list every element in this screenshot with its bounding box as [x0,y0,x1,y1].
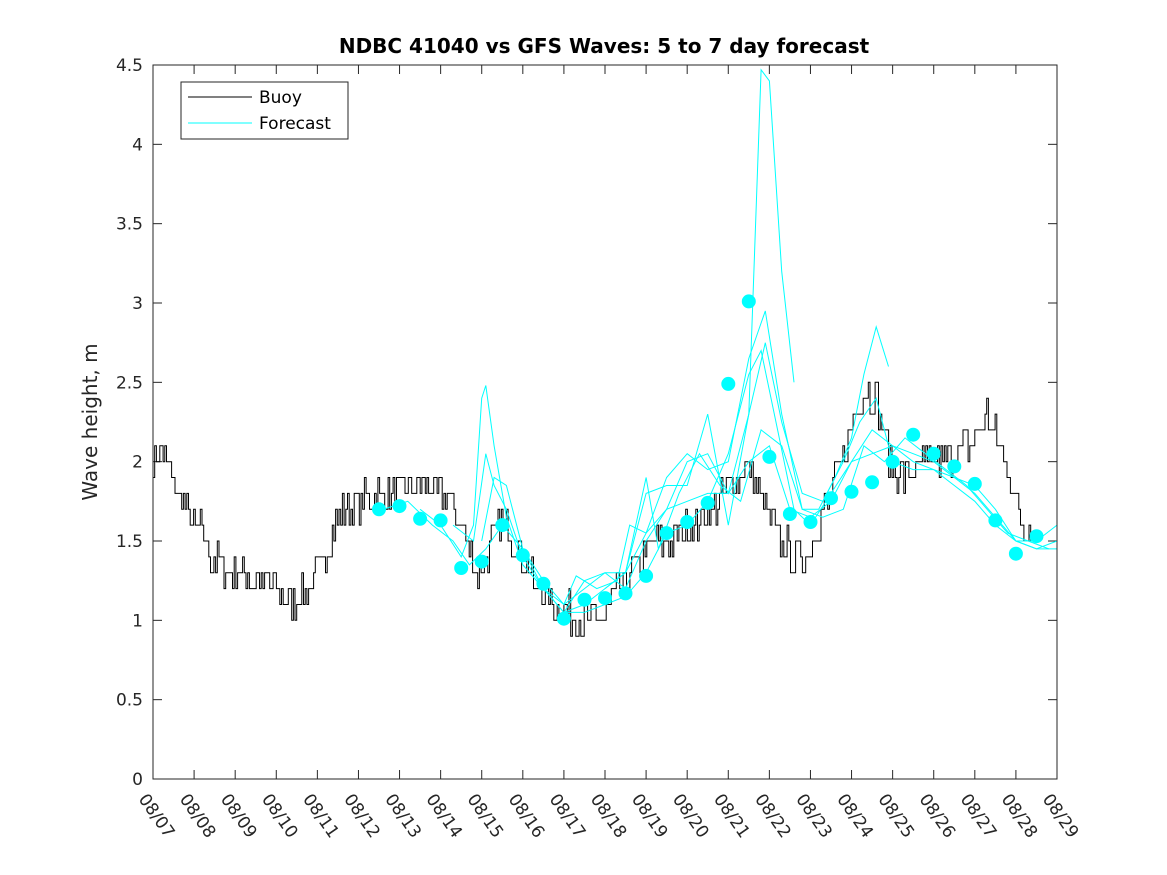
forecast-marker [1029,529,1044,544]
forecast-marker [782,507,797,521]
forecast-marker [680,515,695,529]
forecast-marker [947,459,962,474]
forecast-marker [865,475,880,490]
forecast-marker [741,294,756,309]
forecast-marker [803,515,818,529]
y-tick-label: 0.5 [116,691,143,711]
y-tick-label: 4.5 [116,56,143,76]
forecast-marker [413,511,428,526]
forecast-marker [988,513,1003,528]
plot-frame [152,64,1058,780]
y-tick-label: 0 [132,770,143,790]
forecast-marker [454,561,469,575]
y-tick-label: 3.5 [116,215,143,235]
forecast-marker [926,446,941,461]
forecast-marker [967,476,982,491]
forecast-marker [1008,546,1023,561]
forecast-marker [515,548,530,563]
y-tick-labels: 0 0.5 1 1.5 2 2.5 3 3.5 4 4.5 [116,56,143,790]
forecast-line [452,342,1058,614]
forecast-marker [556,611,571,626]
y-tick-label: 1.5 [116,532,143,552]
forecast-marker [392,499,407,514]
forecast-marker [474,554,489,569]
forecast-marker [762,449,777,464]
chart-title: NDBC 41040 vs GFS Waves: 5 to 7 day fore… [339,34,870,58]
forecast-marker [598,591,612,606]
legend-forecast-label: Forecast [259,114,331,134]
forecast-marker [536,576,551,591]
forecast-marker [885,454,900,469]
y-axis-label: Wave height, m [78,343,102,500]
forecast-markers-group [372,294,1044,626]
forecast-marker [824,491,838,506]
forecast-marker [721,376,736,391]
forecast-line [604,429,1049,589]
forecast-line [382,349,1057,613]
forecast-marker [618,586,633,601]
y-tick-label: 3 [132,294,143,314]
y-tick-label: 4 [132,135,143,155]
forecast-marker [659,526,674,541]
legend-buoy-label: Buoy [259,88,302,108]
y-tick-label: 2 [132,453,143,473]
forecast-marker [844,484,859,499]
plot-area [153,65,1057,779]
forecast-marker [433,513,448,528]
buoy-line [153,381,1033,637]
forecast-marker [906,427,921,442]
legend-box [180,81,349,140]
y-tick-label: 1 [132,611,143,631]
forecast-marker [372,502,386,517]
forecast-marker [495,518,510,533]
legend: Buoy Forecast [180,81,349,140]
y-tick-label: 2.5 [116,373,143,393]
forecast-marker [639,568,654,583]
forecast-line [419,68,795,606]
buoy-series-group [153,381,1033,637]
forecast-marker [700,495,715,510]
forecast-marker [577,592,592,607]
